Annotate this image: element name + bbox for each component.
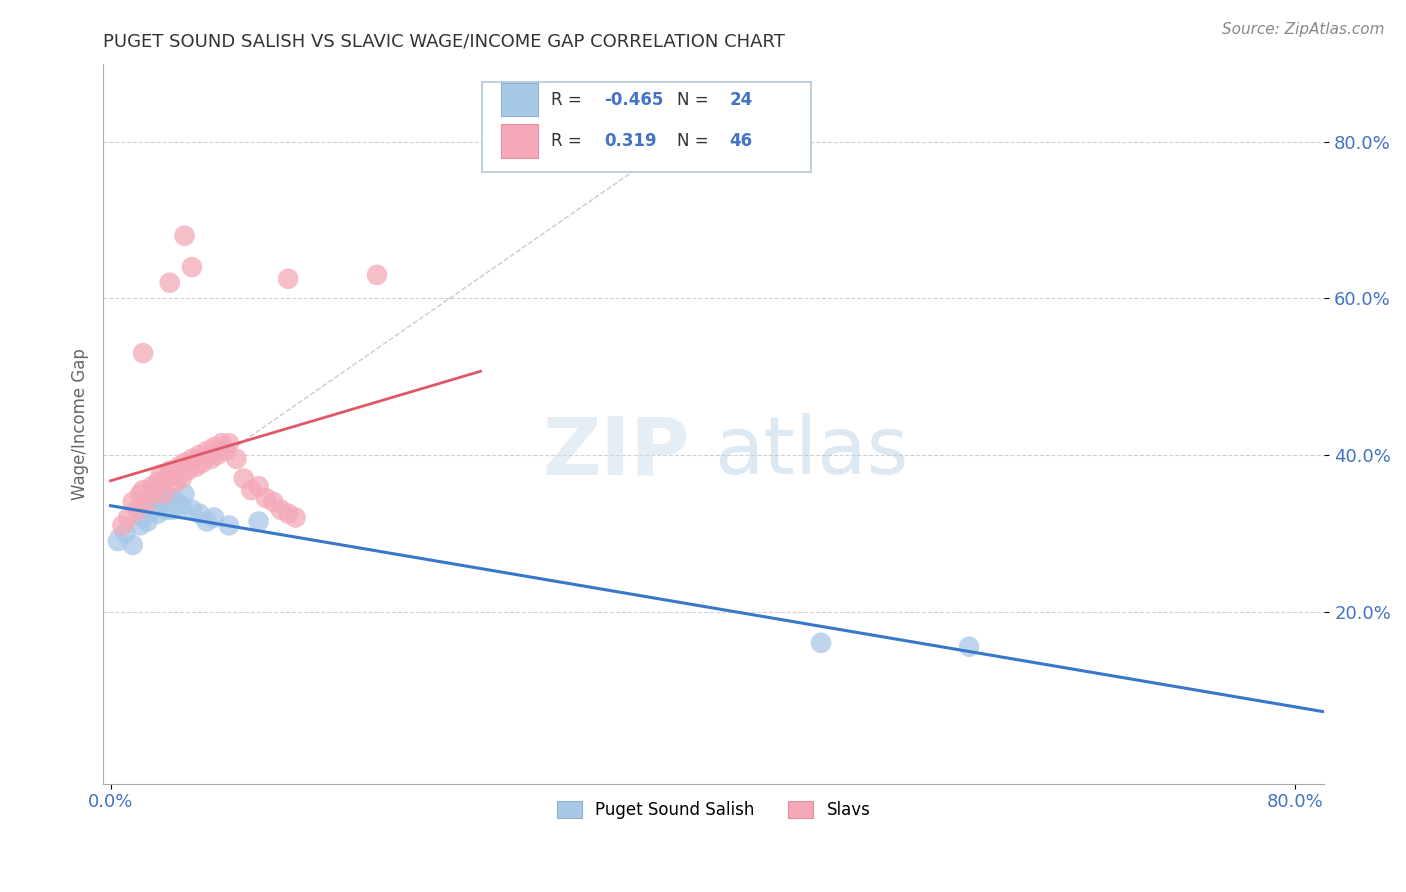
Point — [191, 456, 214, 470]
Point — [202, 440, 225, 454]
Point — [159, 464, 181, 478]
Point — [284, 510, 307, 524]
Legend: Puget Sound Salish, Slavs: Puget Sound Salish, Slavs — [551, 794, 877, 826]
Point — [111, 518, 134, 533]
Point — [162, 467, 184, 482]
Y-axis label: Wage/Income Gap: Wage/Income Gap — [72, 348, 89, 500]
FancyBboxPatch shape — [502, 124, 538, 158]
Point — [141, 502, 163, 516]
Point — [232, 471, 254, 485]
Point — [159, 276, 181, 290]
Point — [141, 479, 163, 493]
Point — [218, 436, 240, 450]
Point — [167, 459, 190, 474]
Point — [277, 507, 299, 521]
Text: R =: R = — [551, 132, 592, 150]
Point — [254, 491, 277, 505]
Point — [149, 467, 172, 482]
Point — [810, 636, 832, 650]
Point — [121, 495, 143, 509]
Point — [277, 272, 299, 286]
Point — [205, 448, 228, 462]
Point — [159, 491, 181, 505]
Point — [166, 495, 188, 509]
FancyBboxPatch shape — [502, 83, 538, 117]
Point — [188, 448, 211, 462]
Point — [156, 471, 179, 485]
Point — [200, 451, 222, 466]
Point — [127, 502, 149, 516]
Point — [143, 499, 166, 513]
Point — [215, 444, 238, 458]
Point — [225, 451, 247, 466]
Point — [170, 499, 193, 513]
Point — [121, 538, 143, 552]
Point — [132, 483, 155, 498]
Point — [146, 507, 169, 521]
Point — [146, 475, 169, 490]
Point — [181, 451, 204, 466]
Point — [107, 534, 129, 549]
Point — [188, 507, 211, 521]
Point — [202, 510, 225, 524]
Point — [240, 483, 263, 498]
Point — [186, 459, 208, 474]
Point — [114, 526, 136, 541]
Point — [957, 640, 980, 654]
Point — [181, 260, 204, 274]
Text: 46: 46 — [730, 132, 752, 150]
Point — [170, 471, 193, 485]
Point — [165, 475, 187, 490]
Point — [247, 515, 270, 529]
Point — [143, 483, 166, 498]
Point — [173, 487, 195, 501]
Point — [117, 510, 139, 524]
Text: 0.319: 0.319 — [603, 132, 657, 150]
Point — [366, 268, 388, 282]
Text: PUGET SOUND SALISH VS SLAVIC WAGE/INCOME GAP CORRELATION CHART: PUGET SOUND SALISH VS SLAVIC WAGE/INCOME… — [103, 33, 785, 51]
Text: 24: 24 — [730, 90, 752, 109]
Point — [136, 515, 159, 529]
Text: ZIP: ZIP — [543, 413, 689, 491]
Text: atlas: atlas — [714, 413, 908, 491]
Point — [176, 464, 198, 478]
Point — [150, 495, 173, 509]
Text: N =: N = — [678, 90, 714, 109]
Point — [156, 502, 179, 516]
Point — [129, 518, 152, 533]
Point — [262, 495, 284, 509]
Point — [136, 495, 159, 509]
Point — [129, 487, 152, 501]
Point — [195, 515, 218, 529]
Point — [173, 456, 195, 470]
Point — [270, 502, 292, 516]
Point — [247, 479, 270, 493]
Point — [162, 502, 184, 516]
Point — [132, 346, 155, 360]
Point — [218, 518, 240, 533]
Text: -0.465: -0.465 — [603, 90, 664, 109]
FancyBboxPatch shape — [482, 81, 811, 171]
Point — [132, 510, 155, 524]
Text: Source: ZipAtlas.com: Source: ZipAtlas.com — [1222, 22, 1385, 37]
Point — [173, 228, 195, 243]
Point — [195, 444, 218, 458]
Point — [153, 487, 176, 501]
Text: N =: N = — [678, 132, 714, 150]
Point — [211, 436, 233, 450]
Text: R =: R = — [551, 90, 588, 109]
Point — [181, 502, 204, 516]
